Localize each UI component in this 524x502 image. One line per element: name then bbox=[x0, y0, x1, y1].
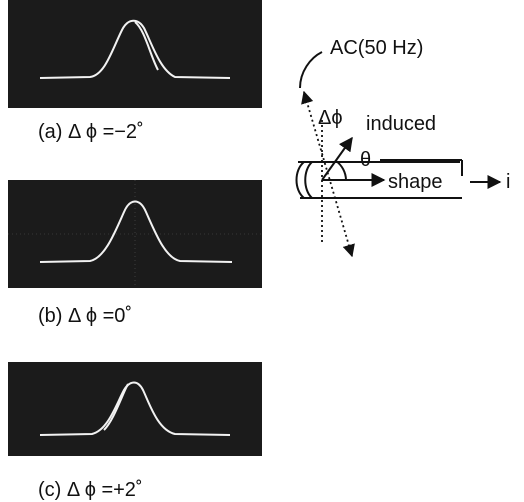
caption-a: (a) Δ ϕ =−2˚ bbox=[38, 121, 144, 143]
current-label: i bbox=[506, 171, 510, 193]
phase-label: Δϕ bbox=[318, 107, 343, 129]
caption-c: (c) Δ ϕ =+2˚ bbox=[38, 479, 143, 501]
source-label: AC(50 Hz) bbox=[330, 37, 423, 59]
diagram bbox=[297, 52, 501, 256]
scope-image-b bbox=[8, 180, 262, 288]
angle-label: θ bbox=[360, 149, 371, 171]
shape-label: shape bbox=[388, 171, 443, 193]
scope-image-a bbox=[8, 0, 262, 108]
induced-label: induced bbox=[366, 113, 436, 135]
figure: (a) Δ ϕ =−2˚ (b) Δ ϕ =0˚ (c) Δ ϕ =+2˚ AC… bbox=[0, 0, 524, 502]
scope-image-c bbox=[8, 362, 262, 456]
caption-b: (b) Δ ϕ =0˚ bbox=[38, 305, 132, 327]
